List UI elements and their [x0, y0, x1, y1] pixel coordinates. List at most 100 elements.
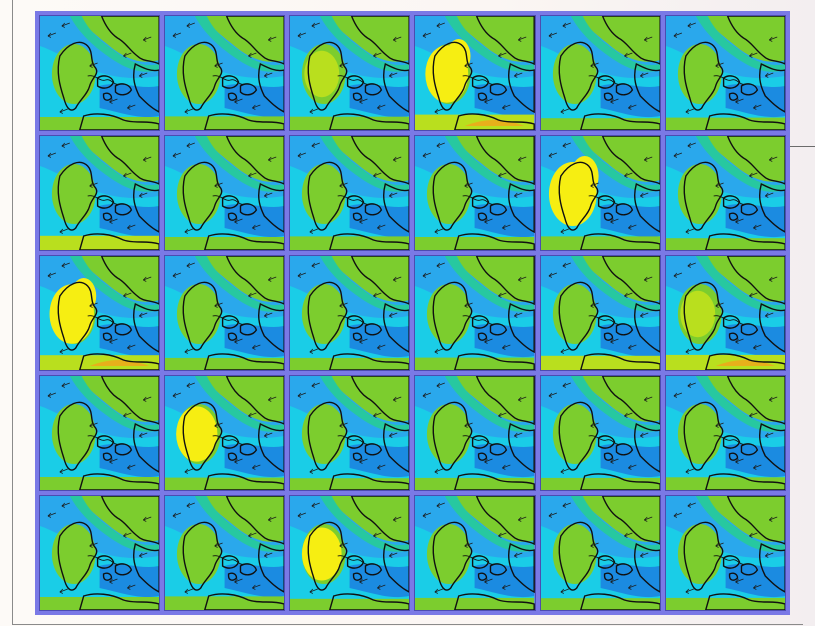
wind-arrow-icon [373, 52, 382, 58]
wind-arrow-icon [623, 292, 633, 298]
wind-arrow-icon [423, 32, 432, 38]
wind-arrow-icon [139, 192, 148, 198]
wind-arrow-icon [377, 344, 386, 350]
map-panel [164, 375, 286, 491]
wind-arrow-icon [339, 422, 349, 428]
wind-arrow-icon [548, 392, 557, 398]
wind-arrow-icon [560, 348, 569, 354]
wind-arrow-icon [127, 584, 136, 590]
wind-arrow-icon [752, 104, 762, 110]
wind-arrow-icon [127, 104, 136, 110]
wind-arrow-icon [214, 422, 223, 428]
wind-arrow-icon [47, 152, 57, 158]
wind-arrow-icon [768, 156, 778, 162]
map-panel [414, 15, 536, 131]
wind-arrow-icon [437, 502, 446, 508]
wind-arrow-icon [359, 98, 368, 104]
wind-arrow-icon [435, 468, 444, 474]
map-panel [39, 255, 161, 371]
wind-arrow-icon [687, 22, 696, 28]
wind-arrow-icon [685, 588, 694, 594]
wind-arrow-icon [735, 458, 744, 464]
wind-arrow-icon [298, 392, 307, 398]
map-panel-svg [540, 16, 660, 130]
wind-arrow-icon [752, 464, 762, 470]
wind-arrow-icon [562, 142, 571, 148]
wind-arrow-icon [214, 302, 223, 308]
wind-arrow-icon [59, 468, 68, 474]
wind-arrow-icon [562, 22, 571, 28]
map-panel-svg [165, 376, 285, 490]
wind-arrow-icon [172, 152, 182, 158]
wind-arrow-icon [715, 302, 724, 308]
wind-arrow-icon [311, 262, 321, 268]
wind-arrow-icon [687, 502, 696, 508]
map-panel [164, 135, 286, 251]
map-panel [664, 135, 786, 251]
wind-arrow-icon [139, 72, 148, 78]
map-panel [539, 495, 661, 611]
wind-arrow-icon [393, 36, 402, 42]
wind-arrow-icon [143, 36, 152, 42]
wind-arrow-icon [484, 218, 494, 224]
wind-arrow-icon [127, 464, 136, 470]
wind-arrow-icon [389, 552, 398, 558]
wind-arrow-icon [435, 348, 444, 354]
wind-arrow-icon [609, 218, 619, 224]
wind-arrow-icon [59, 228, 68, 234]
wind-arrow-icon [735, 578, 744, 584]
wind-arrow-icon [214, 182, 223, 188]
wind-arrow-icon [498, 52, 507, 58]
wind-arrow-icon [715, 62, 724, 68]
wind-arrow-icon [214, 542, 223, 548]
wind-arrow-icon [59, 108, 68, 114]
wind-arrow-icon [268, 516, 277, 522]
wind-arrow-icon [464, 542, 474, 548]
wind-arrow-icon [498, 172, 507, 178]
wind-arrow-icon [234, 578, 243, 584]
wind-arrow-icon [623, 532, 633, 538]
wind-arrow-icon [514, 312, 523, 318]
wind-arrow-icon [248, 52, 257, 58]
wind-arrow-icon [339, 182, 349, 188]
map-panel [664, 15, 786, 131]
wind-arrow-icon [311, 22, 321, 28]
wind-arrow-icon [748, 412, 758, 418]
wind-arrow-icon [61, 502, 70, 508]
wind-arrow-icon [186, 382, 196, 388]
wind-arrow-icon [518, 36, 527, 42]
wind-arrow-icon [143, 276, 152, 282]
wind-arrow-icon [252, 104, 261, 110]
wind-arrow-icon [172, 272, 182, 278]
map-panel-svg [290, 256, 410, 370]
map-panel [164, 15, 286, 131]
wind-arrow-icon [89, 62, 98, 68]
wind-arrow-icon [389, 192, 398, 198]
wind-arrow-icon [186, 22, 196, 28]
map-panel-svg [415, 496, 535, 610]
wind-arrow-icon [590, 422, 599, 428]
wind-arrow-icon [123, 52, 132, 58]
wind-arrow-icon [377, 464, 386, 470]
wind-arrow-icon [393, 276, 402, 282]
wind-arrow-icon [268, 396, 277, 402]
map-panel [164, 255, 286, 371]
wind-arrow-icon [735, 98, 744, 104]
wind-arrow-icon [143, 396, 152, 402]
wind-arrow-icon [359, 338, 368, 344]
map-panel-svg [415, 256, 535, 370]
wind-arrow-icon [518, 396, 527, 402]
map-panel-svg [415, 376, 535, 490]
map-panel-svg [540, 136, 660, 250]
map-panel [289, 255, 411, 371]
map-panel [289, 15, 411, 131]
map-panel-svg [540, 376, 660, 490]
wind-arrow-icon [268, 36, 277, 42]
wind-arrow-icon [311, 502, 321, 508]
wind-arrow-icon [590, 542, 599, 548]
wind-arrow-icon [627, 104, 637, 110]
wind-arrow-icon [627, 224, 637, 230]
wind-arrow-icon [518, 156, 527, 162]
wind-arrow-icon [484, 338, 494, 344]
wind-arrow-icon [673, 32, 682, 38]
